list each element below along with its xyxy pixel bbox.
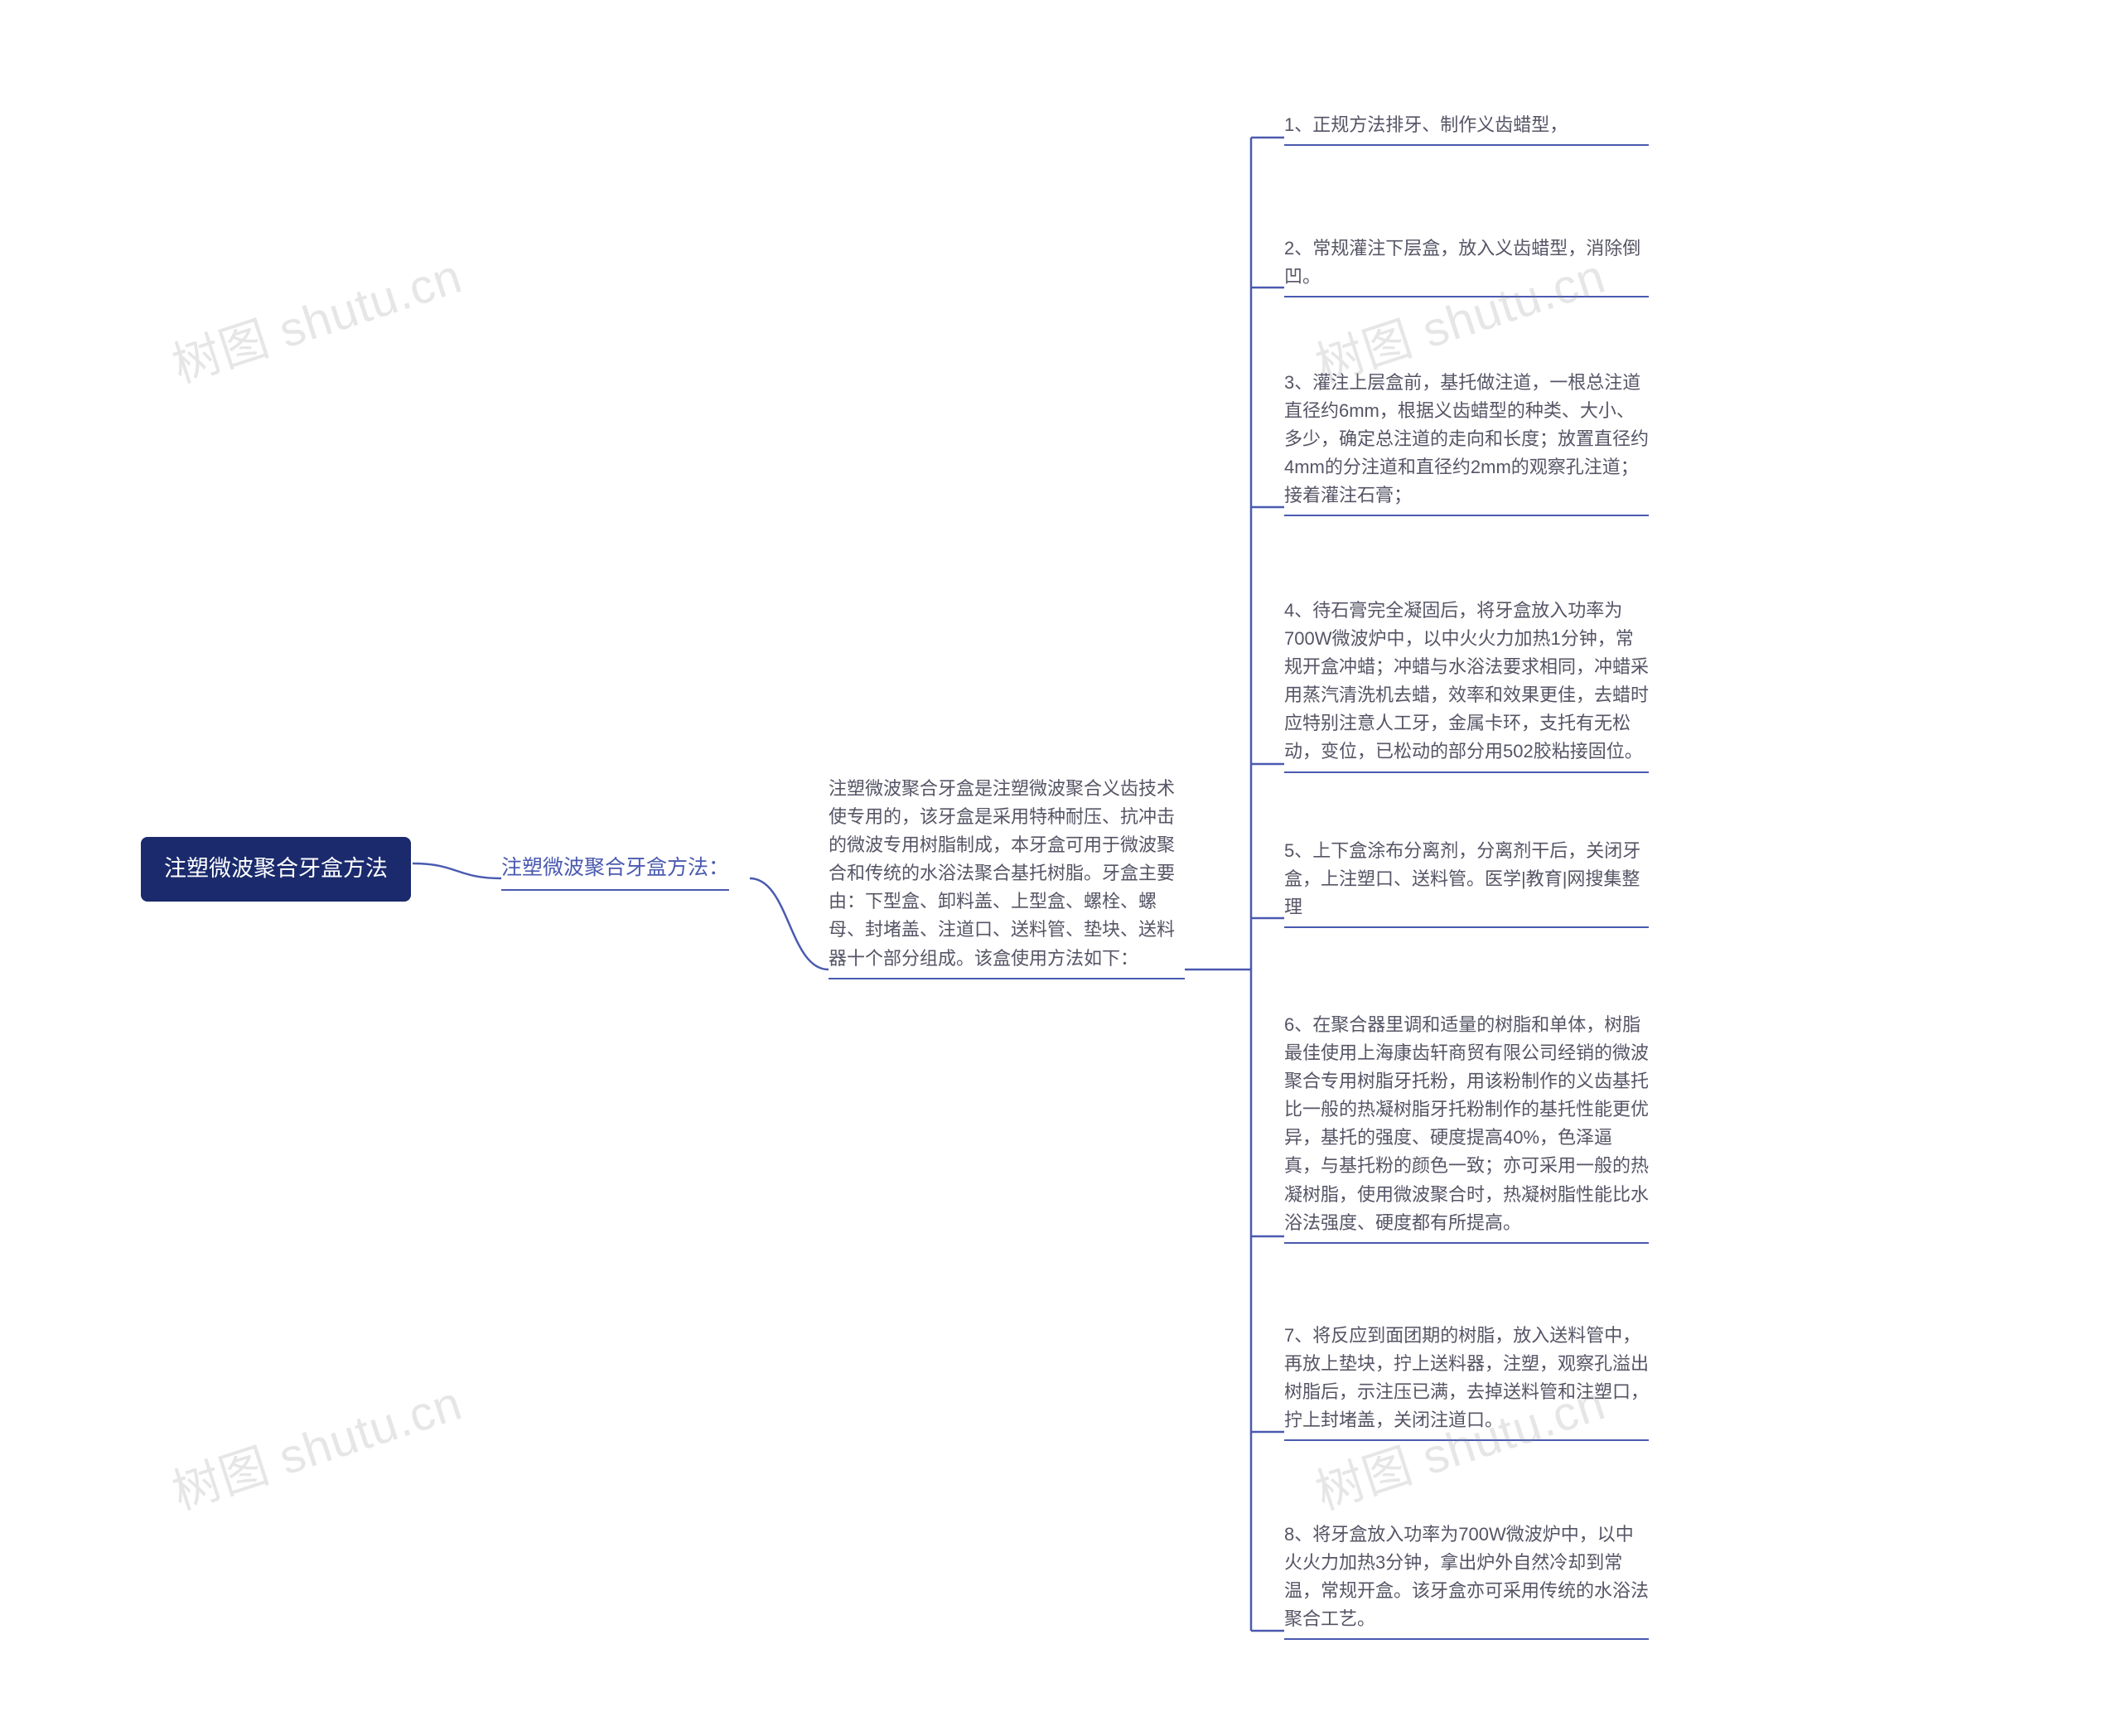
leaf-step-5[interactable]: 5、上下盒涂布分离剂，分离剂干后，关闭牙盒，上注塑口、送料管。医学|教育|网搜集… <box>1284 837 1649 928</box>
watermark: 树图 shutu.cn <box>162 1364 470 1523</box>
leaf-step-2[interactable]: 2、常规灌注下层盒，放入义齿蜡型，消除倒凹。 <box>1284 235 1649 297</box>
mindmap-canvas: 注塑微波聚合牙盒方法 注塑微波聚合牙盒方法： 注塑微波聚合牙盒是注塑微波聚合义齿… <box>0 0 2121 1736</box>
watermark: 树图 shutu.cn <box>162 237 470 396</box>
branch-node-method[interactable]: 注塑微波聚合牙盒方法： <box>501 852 729 891</box>
leaf-step-3[interactable]: 3、灌注上层盒前，基托做注道，一根总注道直径约6mm，根据义齿蜡型的种类、大小、… <box>1284 369 1649 516</box>
leaf-step-1[interactable]: 1、正规方法排牙、制作义齿蜡型， <box>1284 111 1649 146</box>
leaf-step-7[interactable]: 7、将反应到面团期的树脂，放入送料管中，再放上垫块，拧上送料器，注塑，观察孔溢出… <box>1284 1322 1649 1441</box>
leaf-step-8[interactable]: 8、将牙盒放入功率为700W微波炉中，以中火火力加热3分钟，拿出炉外自然冷却到常… <box>1284 1521 1649 1640</box>
description-node[interactable]: 注塑微波聚合牙盒是注塑微波聚合义齿技术使专用的，该牙盒是采用特种耐压、抗冲击的微… <box>829 775 1185 979</box>
leaf-step-6[interactable]: 6、在聚合器里调和适量的树脂和单体，树脂最佳使用上海康齿轩商贸有限公司经销的微波… <box>1284 1011 1649 1244</box>
root-node[interactable]: 注塑微波聚合牙盒方法 <box>141 837 411 902</box>
leaf-step-4[interactable]: 4、待石膏完全凝固后，将牙盒放入功率为700W微波炉中，以中火火力加热1分钟，常… <box>1284 597 1649 773</box>
